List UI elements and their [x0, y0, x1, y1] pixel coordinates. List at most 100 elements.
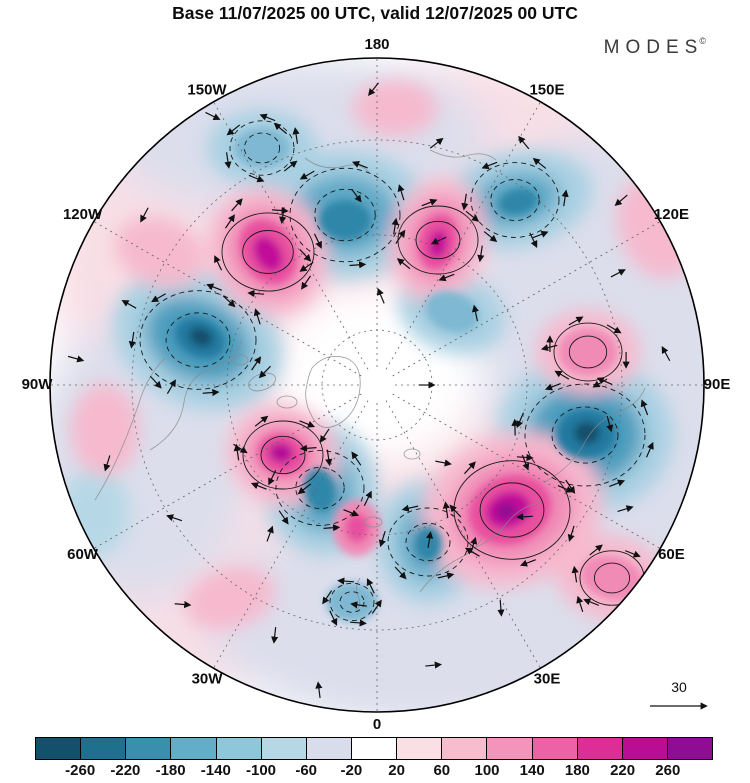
wind-arrow: [151, 293, 166, 303]
coastline-path: [419, 537, 483, 593]
contour-ring: [275, 450, 365, 526]
colorbar-tick-label: 20: [388, 762, 405, 779]
anomaly-blob: [414, 526, 442, 562]
coastline-greenland: [305, 355, 361, 428]
wind-arrow: [214, 255, 223, 271]
anomaly-blob: [424, 290, 480, 334]
longitude-label-0: 0: [373, 716, 381, 733]
wind-arrow: [464, 547, 480, 557]
wind-vectors: [67, 82, 671, 699]
longitude-label-30W: 30W: [192, 670, 224, 687]
wind-arrow: [571, 565, 579, 583]
longitude-label-60W: 60W: [67, 546, 99, 563]
wind-arrow: [224, 214, 235, 229]
contour-ring: [260, 435, 306, 475]
contour-ring: [553, 322, 623, 382]
anomaly-blob: [184, 566, 276, 630]
latitude-circle: [226, 234, 528, 536]
wind-arrow: [516, 513, 533, 521]
wind-arrow: [561, 189, 569, 207]
wind-arrow: [247, 289, 265, 298]
colorbar-tick-label: -20: [340, 762, 363, 779]
anomaly-blob: [61, 468, 129, 556]
colorbar-tick-label: -100: [245, 762, 277, 779]
wind-arrow: [518, 135, 530, 150]
wind-arrow: [463, 461, 476, 475]
wind-arrow: [253, 308, 261, 325]
wind-arrow: [565, 479, 576, 494]
colorbar-cell: [81, 738, 127, 759]
colorbar-cell: [126, 738, 172, 759]
wind-arrow: [471, 304, 479, 322]
contour-ring: [339, 591, 365, 613]
colorbar-tick-label: -60: [295, 762, 318, 779]
wind-arrow: [322, 590, 333, 605]
copyright-mark: ©: [699, 36, 706, 46]
modes-logo-text: MODES: [603, 37, 704, 58]
colorbar-tick-label: 60: [433, 762, 451, 779]
contour-ring: [490, 178, 540, 222]
contour-ring: [524, 383, 646, 487]
wind-arrow: [299, 248, 312, 262]
colorbar-cell: [306, 738, 352, 759]
wind-arrow: [343, 509, 360, 517]
wind-arrow: [540, 344, 558, 352]
colorbar-tick-label: 140: [519, 762, 545, 779]
wind-arrow: [610, 269, 626, 278]
contour-ring: [470, 162, 560, 238]
wind-arrow: [349, 261, 367, 269]
contour-ring: [139, 290, 257, 390]
anomaly-blob: [319, 200, 371, 240]
anomaly-blob: [253, 236, 283, 272]
longitude-labels: 180 150E 120E 90E 60E 30E 0 30W 60W 90W 120W 150W: [22, 36, 731, 733]
wind-arrow: [258, 365, 271, 379]
wind-arrow: [351, 188, 362, 203]
wind-arrow: [325, 449, 333, 467]
longitude-label-120E: 120E: [654, 206, 689, 223]
anomaly-blob: [498, 188, 538, 216]
wind-arrow: [271, 206, 289, 215]
wind-arrow: [121, 299, 137, 309]
wind-arrow: [140, 207, 149, 223]
wind-arrow: [231, 198, 243, 212]
colorbar-cell: [36, 738, 82, 759]
colorbar-tick-label: -180: [155, 762, 186, 779]
wind-arrow: [589, 544, 603, 556]
wind-arrow: [128, 331, 136, 349]
wind-arrow: [394, 566, 407, 580]
wind-arrow: [592, 378, 608, 388]
colorbar-tick-label: 180: [564, 762, 590, 779]
wind-arrow: [278, 510, 289, 525]
coastline-island: [403, 448, 421, 460]
wind-arrow: [299, 261, 314, 272]
wind-arrow: [426, 531, 434, 548]
wind-arrow: [497, 599, 505, 617]
contour-ring: [289, 167, 401, 263]
wind-arrow: [266, 525, 274, 542]
wind-arrow: [481, 161, 498, 170]
colorbar-cell: [397, 738, 443, 759]
longitude-label-60E: 60E: [658, 546, 685, 563]
wind-arrow: [529, 232, 538, 249]
latitude-circle: [131, 139, 623, 631]
coastlines: [94, 149, 646, 611]
wind-arrow: [544, 382, 561, 391]
wind-arrow: [435, 459, 452, 467]
wind-arrow: [465, 210, 480, 222]
wind-arrow: [614, 194, 628, 207]
anomaly-blob: [574, 422, 600, 444]
wind-arrow: [401, 504, 419, 512]
wind-arrow: [449, 504, 462, 518]
contour-ring: [243, 132, 281, 164]
contour-ring: [221, 212, 315, 292]
coastline-island: [363, 516, 383, 528]
wind-arrow: [520, 559, 536, 567]
wind-arrow: [250, 482, 267, 490]
reference-vector-label: 30: [671, 679, 687, 695]
colorbar-cell: [261, 738, 307, 759]
wind-arrow: [224, 152, 232, 169]
longitude-label-90E: 90E: [704, 376, 731, 393]
polar-map: 180 150E 120E 90E 60E 30E 0 30W 60W 90W 120W 150W 3…: [22, 36, 731, 733]
wind-arrow: [429, 137, 444, 149]
anomaly-blob: [353, 80, 437, 136]
